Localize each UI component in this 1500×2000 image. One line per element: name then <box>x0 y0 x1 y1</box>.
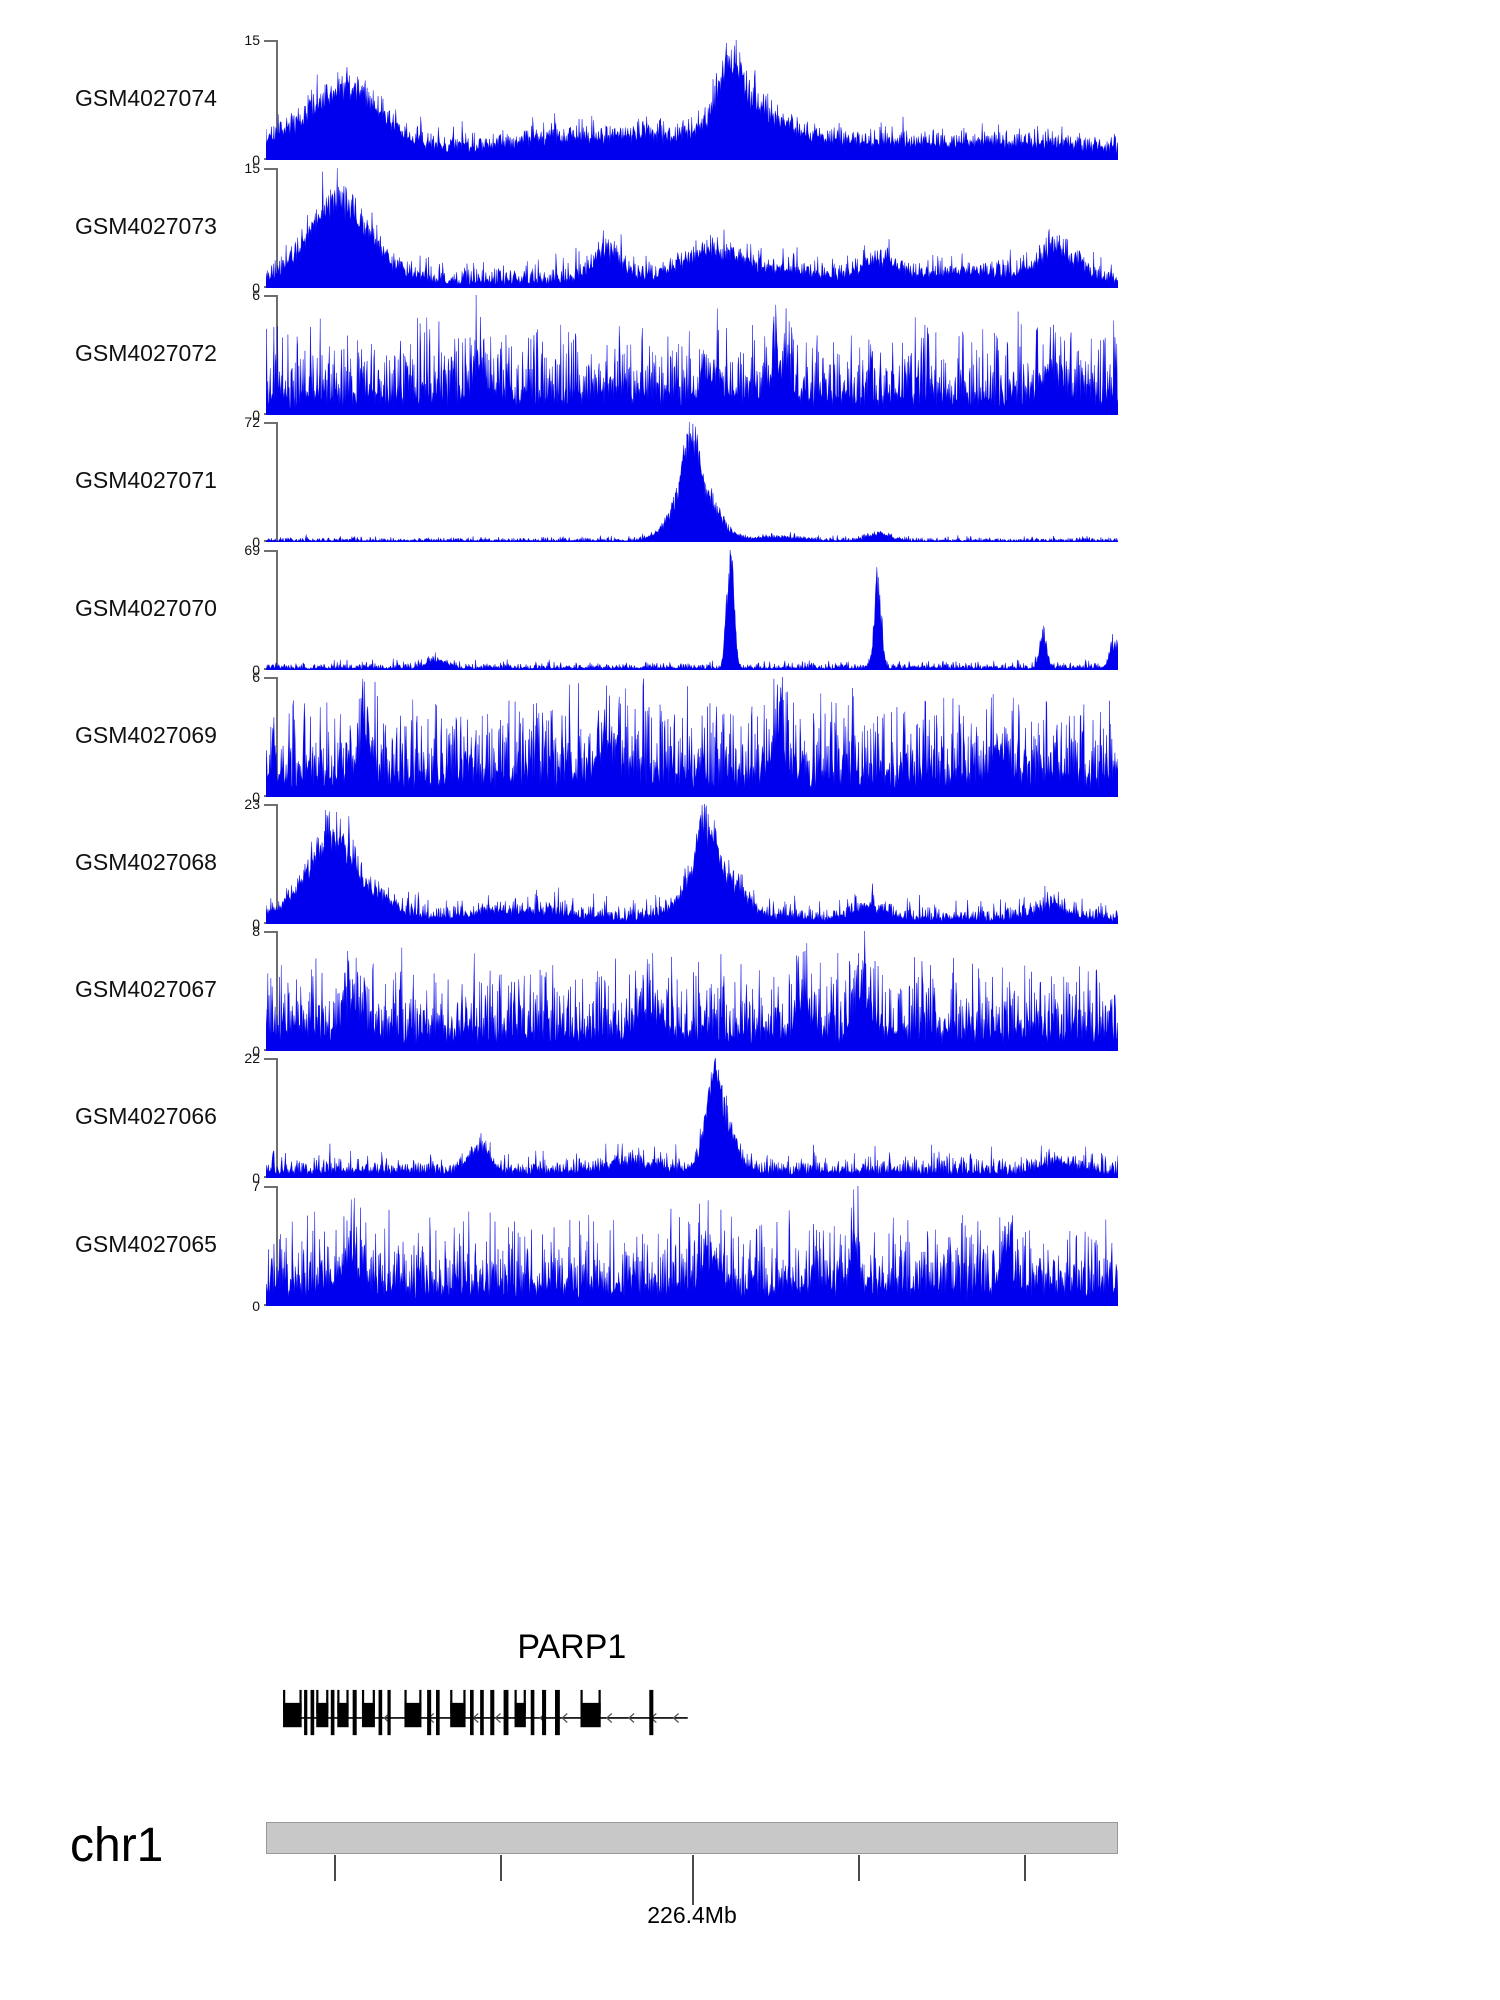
signal-plot-area[interactable] <box>266 931 1118 1051</box>
track-label-gsm4027065: GSM4027065 <box>75 1231 217 1257</box>
y-axis-min-label: 0 <box>252 280 260 296</box>
y-axis-max-label: 22 <box>244 1050 260 1066</box>
y-axis-max-label: 23 <box>244 796 260 812</box>
signal-plot-area[interactable] <box>266 40 1118 160</box>
y-axis-tick-max <box>264 677 278 679</box>
chromosome-tick <box>334 1855 337 1881</box>
y-axis-line <box>276 422 278 542</box>
y-axis-tick-max <box>264 40 278 42</box>
y-axis-tick-max <box>264 1058 278 1060</box>
track-label-gsm4027071: GSM4027071 <box>75 467 217 493</box>
y-axis-line <box>276 168 278 288</box>
signal-track: GSM4027071 72 0 <box>0 415 1500 549</box>
y-axis-min-label: 0 <box>252 407 260 423</box>
signal-track: GSM4027065 7 0 <box>0 1179 1500 1313</box>
signal-plot-area[interactable] <box>266 1186 1118 1306</box>
signal-track: GSM4027067 8 0 <box>0 924 1500 1058</box>
y-axis-line <box>276 295 278 415</box>
y-axis-line <box>276 40 278 160</box>
chromosome-tick <box>1024 1855 1027 1881</box>
y-axis-line <box>276 550 278 670</box>
track-label-gsm4027068: GSM4027068 <box>75 849 217 875</box>
y-axis-tick-max <box>264 1186 278 1188</box>
y-axis-max-label: 8 <box>252 923 260 939</box>
y-axis-line <box>276 804 278 924</box>
y-axis-tick-max <box>264 168 278 170</box>
y-axis-min-label: 0 <box>252 916 260 932</box>
track-label-gsm4027066: GSM4027066 <box>75 1103 217 1129</box>
y-axis-tick-max <box>264 804 278 806</box>
y-axis-max-label: 15 <box>244 32 260 48</box>
y-axis-min-label: 0 <box>252 1170 260 1186</box>
signal-plot-area[interactable] <box>266 1058 1118 1178</box>
y-axis-tick-max <box>264 931 278 933</box>
track-label-gsm4027069: GSM4027069 <box>75 722 217 748</box>
y-axis-min-label: 0 <box>252 789 260 805</box>
gene-model[interactable] <box>266 1682 1118 1740</box>
y-axis-max-label: 6 <box>252 287 260 303</box>
signal-plot-area[interactable] <box>266 168 1118 288</box>
y-axis-max-label: 6 <box>252 669 260 685</box>
signal-track: GSM4027070 69 0 <box>0 543 1500 677</box>
y-axis-max-label: 69 <box>244 542 260 558</box>
signal-plot-area[interactable] <box>266 295 1118 415</box>
chromosome-axis-track: chr1 226.4Mb <box>0 1800 1500 1960</box>
signal-track: GSM4027068 23 0 <box>0 797 1500 931</box>
chromosome-coordinate-label: 226.4Mb <box>647 1902 737 1928</box>
gene-annotation-track: PARP1 <box>0 1630 1500 1760</box>
track-label-gsm4027074: GSM4027074 <box>75 85 217 111</box>
y-axis-line <box>276 1058 278 1178</box>
y-axis-line <box>276 931 278 1051</box>
y-axis-tick-max <box>264 550 278 552</box>
signal-plot-area[interactable] <box>266 804 1118 924</box>
y-axis-min-label: 0 <box>252 662 260 678</box>
y-axis-max-label: 15 <box>244 160 260 176</box>
y-axis-max-label: 7 <box>252 1178 260 1194</box>
signal-track: GSM4027073 15 0 <box>0 161 1500 295</box>
chromosome-tick <box>858 1855 861 1881</box>
y-axis-max-label: 72 <box>244 414 260 430</box>
signal-plot-area[interactable] <box>266 677 1118 797</box>
y-axis-line <box>276 677 278 797</box>
chromosome-tick <box>692 1855 694 1905</box>
signal-track: GSM4027074 15 0 <box>0 33 1500 167</box>
signal-plot-area[interactable] <box>266 422 1118 542</box>
track-label-gsm4027070: GSM4027070 <box>75 595 217 621</box>
chromosome-label: chr1 <box>70 1819 164 1872</box>
track-label-gsm4027073: GSM4027073 <box>75 213 217 239</box>
chromosome-ideogram-bar[interactable] <box>266 1822 1118 1854</box>
y-axis-line <box>276 1186 278 1306</box>
signal-track: GSM4027069 6 0 <box>0 670 1500 804</box>
y-axis-tick-max <box>264 422 278 424</box>
track-label-gsm4027067: GSM4027067 <box>75 976 217 1002</box>
track-label-gsm4027072: GSM4027072 <box>75 340 217 366</box>
chromosome-tick <box>500 1855 503 1881</box>
y-axis-min-label: 0 <box>252 534 260 550</box>
signal-track: GSM4027072 6 0 <box>0 288 1500 422</box>
y-axis-min-label: 0 <box>252 1298 260 1314</box>
signal-plot-area[interactable] <box>266 550 1118 670</box>
y-axis-min-label: 0 <box>252 1043 260 1059</box>
gene-label: PARP1 <box>517 1628 627 1666</box>
y-axis-min-label: 0 <box>252 152 260 168</box>
signal-track: GSM4027066 22 0 <box>0 1051 1500 1185</box>
y-axis-tick-max <box>264 295 278 297</box>
